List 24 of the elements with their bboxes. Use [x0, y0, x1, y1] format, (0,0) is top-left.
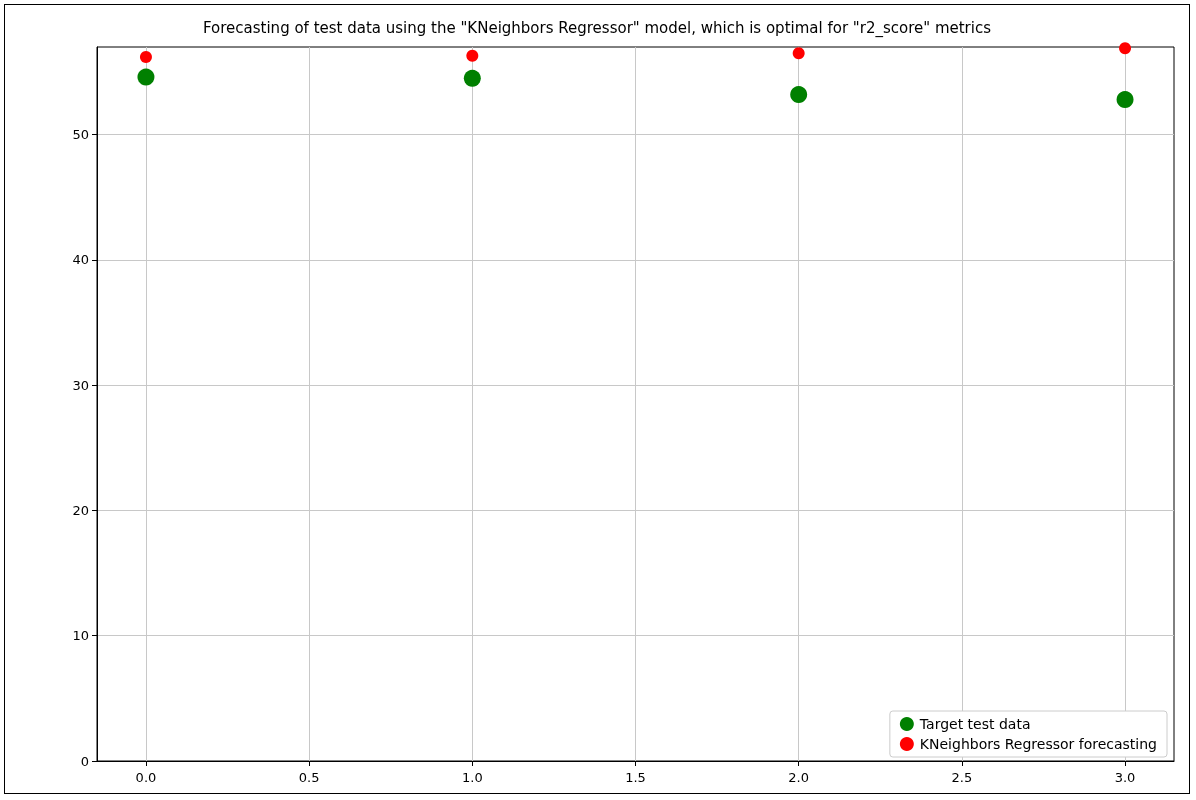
legend-label: KNeighbors Regressor forecasting: [919, 736, 1157, 752]
point: [137, 68, 155, 86]
x-tick-label: 0.0: [135, 770, 157, 785]
y-tick-label: 50: [72, 127, 89, 143]
point: [139, 51, 152, 64]
x-tick-label: 2.0: [788, 770, 810, 785]
x-tick-label: 3.0: [1114, 770, 1136, 785]
y-tick-label: 10: [72, 628, 89, 644]
legend-label: Target test data: [918, 716, 1031, 732]
point: [1116, 91, 1134, 109]
y-tick-label: 0: [80, 753, 89, 769]
point: [466, 49, 479, 62]
point: [1119, 42, 1132, 55]
x-tick-label: 1.0: [461, 770, 483, 785]
x-tick-label: 1.5: [625, 770, 646, 785]
y-tick-label: 40: [72, 252, 89, 268]
point: [463, 69, 481, 87]
y-tick-label: 20: [72, 502, 89, 518]
y-tick-label: 30: [72, 377, 89, 393]
x-tick-label: 0.5: [298, 770, 320, 785]
x-tick-label: 2.5: [951, 770, 973, 785]
chart-title: Forecasting of test data using the "KNeighbors Regressor" model, which is optimal for "r2_score" metrics: [202, 18, 992, 38]
point: [790, 86, 808, 104]
point: [792, 47, 805, 60]
